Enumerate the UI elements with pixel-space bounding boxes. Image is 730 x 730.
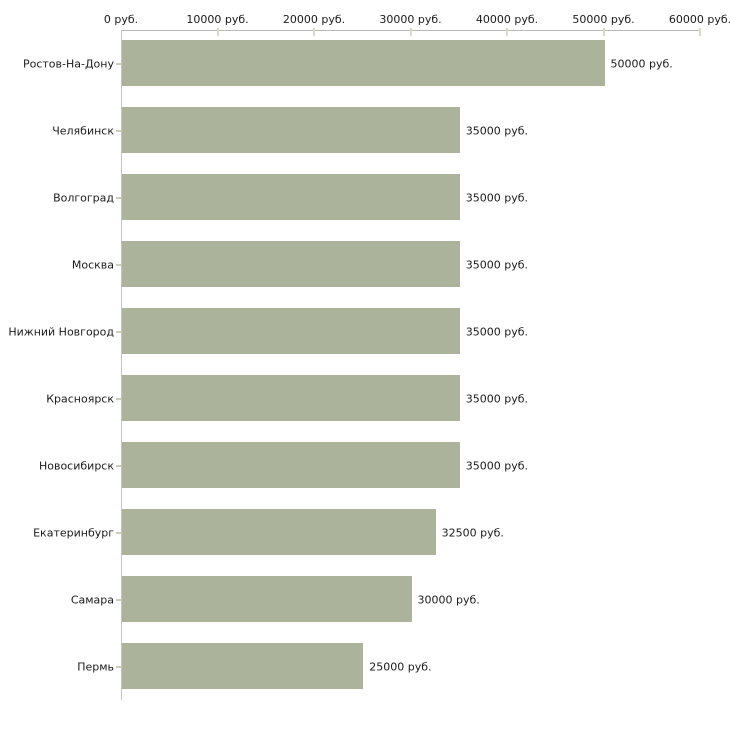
category-label: Пермь: [77, 660, 114, 673]
bar-value-label: 30000 руб.: [417, 593, 480, 606]
bar-value-label: 35000 руб.: [465, 191, 529, 204]
bar-row: Ростов-На-Дону 50000 руб.: [0, 30, 730, 97]
x-axis-tick-mark: [506, 28, 508, 36]
y-axis-tick-mark: [116, 263, 121, 266]
bar-row: Челябинск 35000 руб.: [0, 97, 730, 164]
category-label: Новосибирск: [38, 459, 114, 472]
x-axis-tick-mark: [216, 28, 219, 36]
bar-value-label: 35000 руб.: [465, 392, 529, 405]
bar-row: Самара 30000 руб.: [0, 566, 730, 633]
y-axis-tick-mark: [116, 129, 121, 132]
bar-row: Нижний Новгород 35000 руб.: [0, 298, 730, 365]
bar-value-label: 50000 руб.: [610, 57, 673, 70]
bar: [122, 241, 460, 287]
x-axis-tick-label: 20000 руб.: [282, 13, 346, 26]
bar-row: Новосибирск 35000 руб.: [0, 432, 730, 499]
bar-row: Екатеринбург 32500 руб.: [0, 499, 730, 566]
y-axis-tick-mark: [116, 598, 121, 601]
bar-row: Пермь 25000 руб.: [0, 633, 730, 700]
category-label: Челябинск: [52, 124, 114, 137]
y-axis-tick-mark: [116, 665, 121, 668]
bar-value-label: 35000 руб.: [465, 325, 529, 338]
bar-value-label: 35000 руб.: [465, 258, 529, 271]
x-axis-tick-label: 50000 руб.: [572, 13, 635, 26]
y-axis-tick-mark: [116, 397, 121, 400]
bar: [122, 308, 460, 354]
category-label: Волгоград: [53, 191, 114, 204]
bar: [122, 40, 605, 86]
bar-row: Красноярск 35000 руб.: [0, 365, 730, 432]
y-axis-tick-mark: [116, 62, 121, 65]
bar-value-label: 32500 руб.: [441, 526, 504, 539]
y-axis-tick-mark: [116, 531, 121, 534]
x-axis-tick-label: 10000 руб.: [186, 13, 249, 26]
bar: [122, 107, 460, 153]
plot-area: Ростов-На-Дону 50000 руб. Челябинск 35000 р…: [0, 28, 730, 700]
bar-row: Волгоград 35000 руб.: [0, 164, 730, 231]
bar-value-label: 25000 руб.: [369, 660, 432, 673]
x-axis-tick-mark: [313, 28, 315, 36]
x-axis-tick-mark: [409, 28, 412, 36]
category-label: Красноярск: [46, 392, 114, 405]
bar: [122, 576, 412, 622]
x-axis-tick-label: 40000 руб.: [475, 13, 539, 26]
bar: [122, 174, 460, 220]
y-axis-tick-mark: [116, 464, 121, 467]
bar: [122, 375, 460, 421]
bar: [122, 509, 436, 555]
x-axis-tick-label: 60000 руб.: [668, 13, 730, 26]
bar: [122, 643, 364, 689]
x-axis-tick-label: 0 руб.: [103, 13, 139, 26]
y-axis-line: [121, 30, 122, 700]
bar: [122, 442, 460, 488]
y-axis-tick-mark: [116, 330, 121, 333]
bar-row: Москва 35000 руб.: [0, 231, 730, 298]
x-axis-tick-mark: [699, 28, 701, 36]
category-label: Екатеринбург: [33, 526, 114, 539]
x-axis-tick-mark: [602, 28, 605, 36]
category-label: Нижний Новгород: [8, 325, 114, 338]
y-axis-tick-mark: [116, 196, 121, 199]
bar-value-label: 35000 руб.: [465, 124, 529, 137]
bar-value-label: 35000 руб.: [465, 459, 529, 472]
category-label: Самара: [70, 593, 114, 606]
x-axis-tick-label: 30000 руб.: [379, 13, 442, 26]
category-label: Ростов-На-Дону: [22, 57, 114, 70]
category-label: Москва: [71, 258, 114, 271]
